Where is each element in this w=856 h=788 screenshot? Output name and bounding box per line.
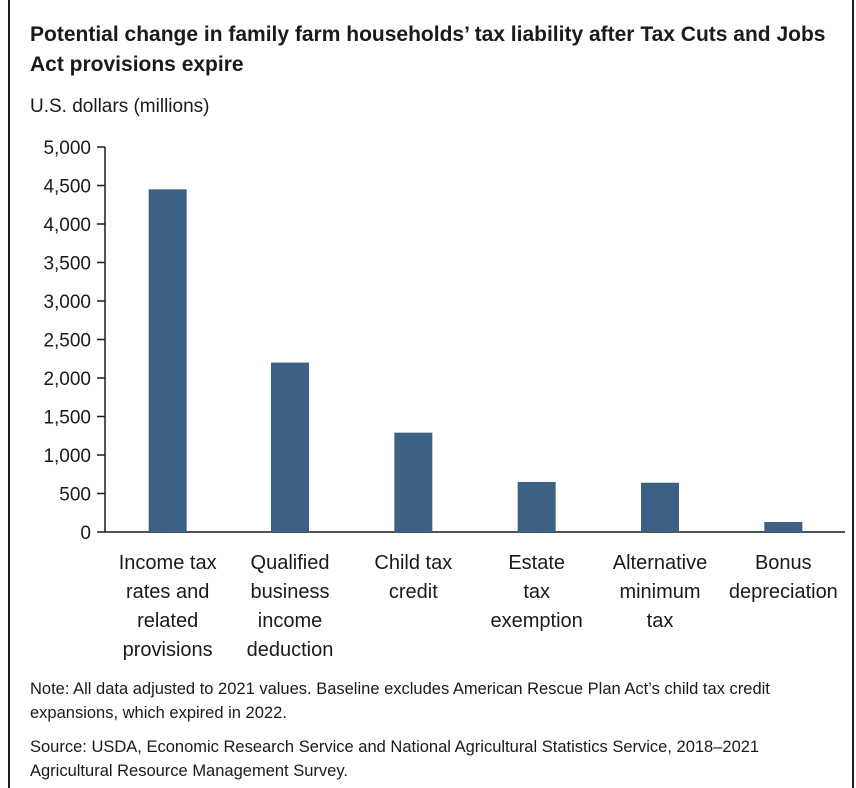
y-tick-label: 4,000	[43, 215, 91, 236]
x-category-label: Estate tax exemption	[491, 552, 583, 632]
bar	[641, 482, 679, 532]
y-axis-label: U.S. dollars (millions)	[30, 96, 210, 117]
y-tick-label: 4,500	[43, 177, 91, 198]
chart-title: Potential change in family farm househol…	[30, 23, 826, 76]
y-tick-label: 0	[80, 523, 91, 544]
y-tick-label: 1,000	[43, 446, 91, 467]
y-tick-label: 2,500	[43, 331, 91, 352]
bar-chart: 0 500 1,000 1,500 2,000 2,500 3,000 3,500 4,000 4…	[43, 138, 845, 661]
y-tick-label: 5,000	[43, 138, 91, 159]
y-tick-label: 500	[59, 485, 91, 506]
y-tick-label: 1,500	[43, 408, 91, 429]
bar	[517, 481, 556, 532]
y-tick-label: 2,000	[43, 369, 91, 390]
chart-note: Note: All data adjusted to 2021 values. …	[30, 680, 770, 722]
x-category-label: Bonus depreciation	[729, 552, 838, 603]
chart-source: Source: USDA, Economic Research Service …	[30, 738, 760, 780]
bar	[394, 432, 433, 532]
bar	[271, 362, 309, 532]
x-category-label: Child tax credit	[374, 552, 452, 603]
x-category-label: Qualified business income deduction	[247, 552, 334, 661]
x-category-label: Income tax rates and related provisions	[119, 552, 217, 661]
x-category-label: Alternative minimum tax	[613, 552, 708, 632]
y-tick-label: 3,500	[43, 254, 91, 275]
bar	[148, 189, 187, 532]
bar	[764, 521, 803, 532]
y-tick-label: 3,000	[43, 292, 91, 313]
chart-frame	[8, 0, 854, 788]
